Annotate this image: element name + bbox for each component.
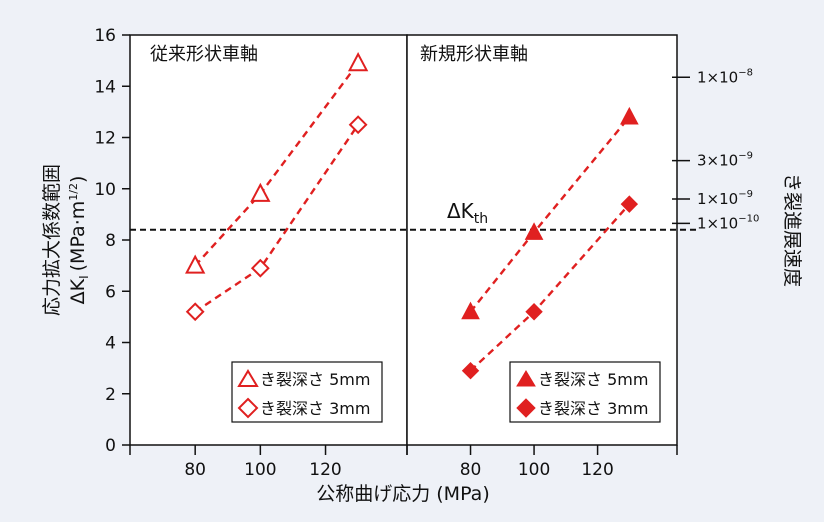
threshold-label: ΔKth: [447, 199, 488, 227]
x-tick-label: 80: [460, 460, 482, 480]
triangle-point: [620, 106, 639, 125]
x-tick-label: 120: [581, 460, 613, 480]
x-tick-label: 100: [518, 460, 550, 480]
diamond-point: [525, 303, 543, 321]
right-axis-title: き裂進展速度: [781, 173, 803, 287]
right-legend: き裂深さ 5mm き裂深さ 3mm: [509, 361, 661, 423]
legend-filled-diamond-marker: [516, 398, 536, 418]
y-tick-label: 8: [105, 231, 116, 251]
legend-filled-triangle-marker: [516, 370, 536, 387]
triangle-point: [524, 222, 544, 240]
diamond-point: [348, 115, 368, 135]
legend-right-3mm-label: き裂深さ 3mm: [538, 399, 648, 418]
x-tick-label: 100: [244, 460, 276, 480]
y-axis-title-line2: ΔKI(MPa·m1/2): [67, 176, 91, 305]
legend-left-5mm-label: き裂深さ 5mm: [260, 370, 370, 389]
diamond-point: [250, 258, 270, 278]
legend-open-diamond-marker: [237, 397, 259, 419]
y-tick-label: 12: [94, 129, 116, 149]
y-tick-label: 14: [94, 77, 116, 97]
y-tick-label: 0: [105, 436, 116, 456]
legend-right-5mm-label: き裂深さ 5mm: [538, 370, 648, 389]
y-tick-label: 6: [105, 282, 116, 302]
triangle-point: [347, 52, 369, 72]
triangle-point: [185, 254, 206, 274]
right-tick-label: 1×10−10: [697, 213, 759, 232]
legend-open-triangle-marker: [237, 369, 259, 387]
right-tick-label: 1×10−9: [697, 189, 753, 208]
triangle-point: [250, 182, 271, 202]
x-axis-title: 公称曲げ応力 (MPa): [316, 483, 490, 505]
diamond-point: [620, 195, 639, 213]
left-legend: き裂深さ 5mm き裂深さ 3mm: [231, 361, 383, 423]
right-panel-title: 新規形状車軸: [420, 44, 528, 65]
y-tick-label: 2: [105, 385, 116, 405]
legend-left-3mm-label: き裂深さ 3mm: [260, 399, 370, 418]
right-tick-label: 3×10−9: [697, 151, 753, 170]
right-tick-label: 1×10−8: [697, 67, 753, 86]
diamond-point: [461, 361, 480, 380]
y-tick-label: 16: [94, 26, 116, 46]
diamond-point: [185, 302, 205, 322]
x-tick-label: 80: [184, 460, 206, 480]
x-tick-label: 120: [309, 460, 341, 480]
left-panel-title: 従来形状車軸: [150, 44, 258, 65]
y-tick-label: 10: [94, 180, 116, 200]
y-tick-label: 4: [105, 334, 116, 354]
triangle-point: [461, 301, 480, 320]
y-axis-title-line1: 応力拡大係数範囲: [41, 164, 63, 316]
